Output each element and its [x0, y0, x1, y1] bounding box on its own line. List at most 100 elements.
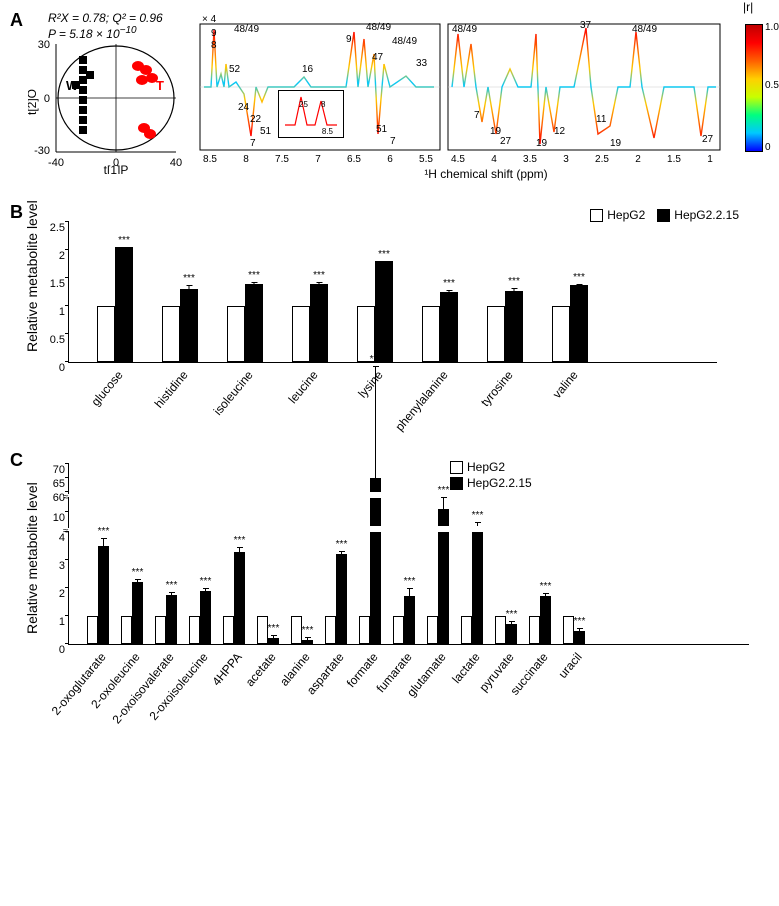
bar-white	[563, 616, 574, 644]
bar-white	[87, 616, 98, 644]
bar-black	[540, 596, 551, 644]
svg-text:3: 3	[563, 154, 569, 165]
stats-line2-exp: −10	[120, 25, 137, 36]
xtick-label: tyrosine	[478, 368, 516, 409]
panel-c: C Relative metabolite level HepG2 HepG2.…	[10, 454, 769, 764]
svg-text:2: 2	[635, 154, 641, 165]
bar-black	[438, 532, 449, 644]
bar-white	[461, 616, 472, 644]
bar-white	[325, 616, 336, 644]
svg-text:19: 19	[610, 138, 622, 149]
svg-text:4: 4	[491, 154, 497, 165]
svg-text:3.5: 3.5	[523, 154, 537, 165]
bar-black: ***	[570, 285, 588, 362]
svg-text:4.5: 4.5	[451, 154, 465, 165]
bar-black: ***	[115, 247, 133, 362]
legend-item-hepg2: HepG2	[590, 208, 645, 222]
legend-hepg2215: HepG2.2.15	[674, 208, 739, 222]
bar-white	[155, 616, 166, 644]
panel-a: A R²X = 0.78; Q² = 0.96 P = 5.18 × 10−10	[10, 10, 769, 190]
svg-text:7.5: 7.5	[275, 154, 289, 165]
score-plot: R²X = 0.78; Q² = 0.96 P = 5.18 × 10−10	[28, 14, 188, 174]
svg-text:8: 8	[321, 100, 326, 109]
svg-text:9: 9	[346, 34, 352, 45]
xtick-label: valine	[550, 368, 581, 401]
colorbar: |r| 1.0 0.55 0	[745, 14, 769, 174]
svg-text:48/49: 48/49	[452, 24, 477, 35]
svg-text:8: 8	[211, 40, 217, 51]
xtick-label: leucine	[286, 368, 321, 406]
bar-black: ***	[310, 284, 328, 362]
stats-line1: R²X = 0.78; Q² = 0.96	[48, 11, 163, 25]
svg-text:1.5: 1.5	[667, 154, 681, 165]
svg-text:¹H chemical shift (ppm): ¹H chemical shift (ppm)	[424, 167, 547, 181]
bar-black	[370, 498, 381, 526]
bar-black	[438, 509, 449, 527]
svg-text:52: 52	[229, 64, 241, 75]
svg-text:7: 7	[390, 136, 396, 147]
colorbar-tick-2: 0	[765, 142, 771, 153]
svg-text:51: 51	[376, 124, 388, 135]
xtick-label: 4HPPA	[209, 650, 244, 688]
svg-text:40: 40	[170, 157, 182, 169]
svg-text:× 4: × 4	[202, 14, 217, 25]
legend-item-hepg2215: HepG2.2.15	[657, 208, 739, 222]
bar-white	[487, 306, 505, 362]
panel-c-chart: 0123410606570≈≈***2-oxoglutarate***2-oxo…	[68, 464, 749, 645]
svg-text:33: 33	[416, 58, 428, 69]
legend-hepg2: HepG2	[607, 208, 645, 222]
bar-white	[292, 306, 310, 362]
svg-text:8.5: 8.5	[203, 154, 217, 165]
svg-text:19: 19	[536, 138, 548, 149]
svg-text:8.5: 8.5	[322, 127, 334, 136]
svg-text:47: 47	[372, 52, 384, 63]
colorbar-tick-1: 0.55	[765, 80, 779, 91]
svg-text:7: 7	[315, 154, 321, 165]
bar-black	[166, 595, 177, 644]
xtick-label: uracil	[556, 650, 585, 681]
bar-white	[529, 616, 540, 644]
svg-text:48/49: 48/49	[234, 24, 259, 35]
svg-text:t[1]P: t[1]P	[104, 163, 129, 174]
bar-white	[359, 616, 370, 644]
loadings-svg: 8.587.5 76.56 5.5 4.543.5 32.52 1.51 ¹H …	[196, 14, 726, 184]
svg-text:11: 11	[596, 114, 607, 125]
xtick-label: lysine	[355, 368, 385, 401]
xtick-label: acetate	[243, 650, 279, 689]
svg-text:27: 27	[702, 134, 714, 145]
bar-black	[234, 552, 245, 644]
figure-root: A R²X = 0.78; Q² = 0.96 P = 5.18 × 10−10	[10, 10, 769, 764]
svg-text:22: 22	[250, 114, 262, 125]
panel-c-ylabel: Relative metabolite level	[24, 482, 40, 634]
svg-text:T: T	[156, 78, 164, 93]
bar-white	[97, 306, 115, 362]
bar-black: ***	[505, 291, 523, 362]
svg-text:7: 7	[474, 110, 480, 121]
bar-black	[268, 638, 279, 644]
svg-text:0: 0	[44, 93, 50, 105]
bar-white	[257, 616, 268, 644]
colorbar-tick-0: 1.0	[765, 22, 779, 33]
bar-black	[98, 546, 109, 644]
panel-b-label: B	[10, 202, 23, 223]
bar-black	[404, 596, 415, 644]
svg-text:6.5: 6.5	[347, 154, 361, 165]
bar-white	[291, 616, 302, 644]
bar-white	[552, 306, 570, 362]
bar-black	[200, 591, 211, 644]
xtick-label: lactate	[449, 650, 482, 686]
bar-black	[132, 582, 143, 644]
loadings-inset: 25 8 8.5	[278, 90, 344, 138]
xtick-label: phenylalanine	[392, 368, 450, 434]
svg-text:48/49: 48/49	[366, 22, 391, 33]
xtick-label: histidine	[152, 368, 191, 411]
svg-text:1: 1	[707, 154, 713, 165]
svg-text:6: 6	[387, 154, 393, 165]
svg-text:51: 51	[260, 126, 272, 137]
svg-text:48/49: 48/49	[632, 24, 657, 35]
svg-text:48/49: 48/49	[392, 36, 417, 47]
svg-text:7: 7	[250, 138, 256, 149]
panel-c-label: C	[10, 450, 23, 471]
bar-white	[393, 616, 404, 644]
svg-text:12: 12	[554, 126, 566, 137]
